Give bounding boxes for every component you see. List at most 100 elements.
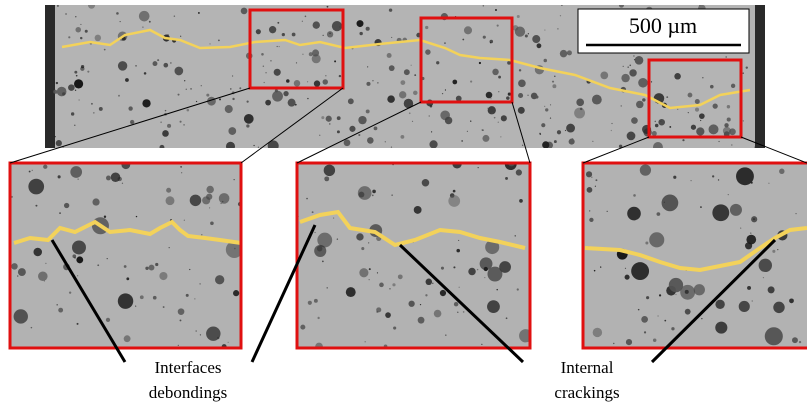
- pore: [227, 341, 229, 343]
- pore: [268, 26, 277, 34]
- pore: [106, 258, 108, 260]
- pore: [430, 131, 433, 133]
- pore: [549, 104, 552, 106]
- pore: [559, 15, 562, 17]
- pore: [334, 60, 337, 63]
- pore: [80, 23, 82, 26]
- pore: [57, 175, 61, 179]
- pore: [324, 176, 330, 182]
- pore: [336, 116, 341, 121]
- pore: [452, 189, 456, 193]
- pore: [613, 342, 615, 345]
- pore: [119, 20, 121, 23]
- pore: [229, 88, 232, 90]
- pore: [177, 93, 180, 96]
- pore: [278, 45, 280, 48]
- pore: [654, 123, 659, 128]
- pore: [159, 271, 168, 281]
- pore: [549, 117, 552, 119]
- pore: [747, 285, 752, 290]
- pore: [634, 55, 644, 65]
- pore: [84, 29, 88, 33]
- pore: [105, 317, 111, 322]
- pore: [524, 34, 528, 38]
- pore: [179, 319, 182, 322]
- pore: [645, 241, 649, 245]
- pore: [433, 309, 442, 318]
- pore: [625, 339, 633, 346]
- pore: [148, 20, 151, 23]
- pore: [263, 81, 265, 84]
- pore: [700, 206, 702, 208]
- pore: [633, 59, 636, 61]
- pore: [470, 80, 473, 83]
- pore: [425, 25, 429, 30]
- pore: [566, 50, 572, 56]
- pore: [557, 28, 559, 30]
- pore: [392, 283, 396, 287]
- pore: [218, 39, 220, 42]
- pore: [487, 266, 503, 282]
- pore: [125, 78, 129, 82]
- pore: [666, 96, 669, 99]
- pore: [466, 130, 469, 132]
- pore: [121, 163, 131, 170]
- pore: [77, 275, 79, 277]
- pore: [674, 73, 681, 80]
- pore: [117, 176, 122, 182]
- pore: [532, 35, 541, 44]
- pore: [724, 123, 729, 128]
- pore: [142, 26, 144, 28]
- pore: [493, 116, 496, 119]
- pore: [585, 171, 593, 178]
- pore: [220, 202, 222, 205]
- pore: [76, 256, 84, 264]
- pore: [390, 146, 393, 148]
- pore: [367, 66, 369, 68]
- pore: [152, 61, 158, 67]
- pore: [553, 140, 557, 143]
- pointer-lines: [50, 224, 777, 364]
- pore: [74, 70, 78, 74]
- pore: [618, 144, 623, 148]
- pore: [727, 194, 729, 196]
- pore: [359, 268, 369, 278]
- pore: [496, 302, 499, 304]
- pore: [417, 316, 425, 324]
- pore: [116, 12, 119, 15]
- pore: [768, 182, 770, 184]
- pore: [506, 96, 510, 100]
- zoom-panel: [10, 163, 241, 348]
- pore: [496, 24, 499, 27]
- pore: [403, 98, 414, 109]
- pore: [184, 80, 186, 82]
- pore: [174, 66, 184, 76]
- pore: [321, 116, 325, 120]
- pore: [541, 123, 546, 128]
- pore: [239, 87, 242, 90]
- pore: [740, 227, 742, 229]
- pore: [764, 327, 783, 346]
- pore: [143, 72, 147, 75]
- pore: [668, 277, 684, 293]
- pore: [658, 294, 662, 297]
- pore: [336, 238, 339, 240]
- pore: [68, 36, 71, 39]
- pore: [758, 258, 772, 273]
- pore: [181, 172, 183, 174]
- pore: [489, 42, 492, 44]
- pore: [243, 113, 254, 124]
- pore: [631, 262, 650, 280]
- pore: [148, 264, 155, 271]
- pore: [379, 282, 384, 288]
- pore: [74, 79, 84, 89]
- pore: [215, 275, 225, 285]
- pore: [738, 300, 750, 313]
- pore: [545, 108, 549, 112]
- pore: [270, 60, 272, 62]
- pore: [453, 266, 456, 269]
- pore: [167, 123, 172, 128]
- pore: [59, 212, 61, 214]
